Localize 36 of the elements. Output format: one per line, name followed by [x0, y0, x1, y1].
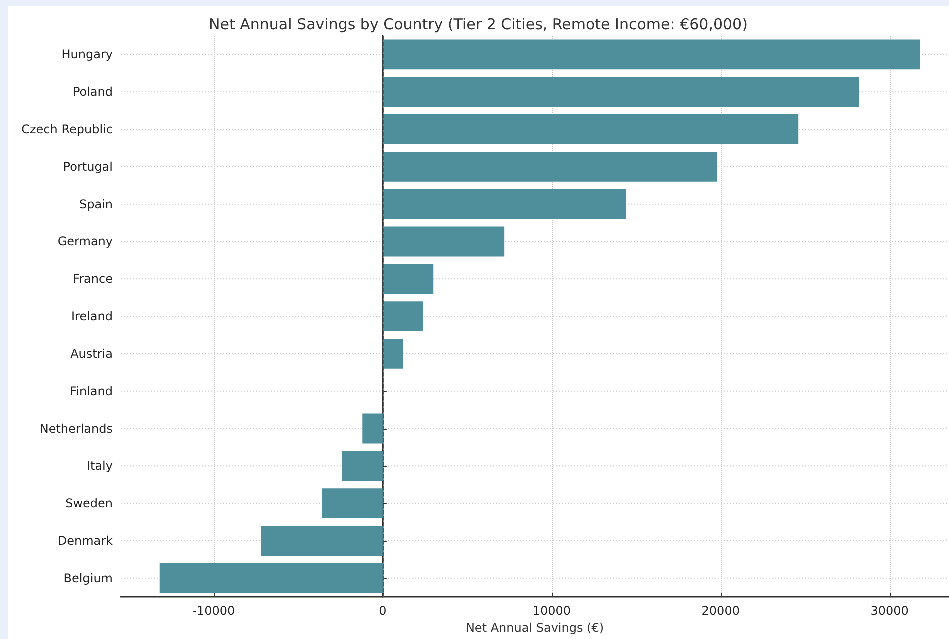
- y-tick-label: Austria: [70, 346, 113, 361]
- bar: [382, 226, 505, 257]
- bar: [382, 302, 424, 332]
- y-tick-label: Belgium: [64, 571, 113, 586]
- bar: [160, 563, 383, 594]
- x-tick-label: -10000: [192, 604, 236, 618]
- bar: [382, 40, 920, 70]
- x-tick-label: 30000: [870, 604, 909, 618]
- y-tick-label: Hungary: [62, 48, 113, 62]
- x-tick-label: 10000: [532, 604, 571, 618]
- y-tick-label: Germany: [58, 234, 113, 249]
- bar: [362, 414, 383, 444]
- bar: [322, 488, 383, 519]
- bar: [382, 152, 718, 182]
- y-tick-label: France: [73, 272, 113, 286]
- x-axis-title: Net Annual Savings (€): [466, 621, 604, 635]
- x-tick-label: 20000: [702, 604, 740, 618]
- y-tick-label: Czech Republic: [22, 122, 113, 137]
- y-tick-label: Finland: [70, 384, 113, 398]
- bar: [382, 189, 626, 220]
- bar: [382, 264, 434, 294]
- bar: [382, 114, 799, 144]
- y-tick-label: Italy: [86, 459, 113, 474]
- bar: [382, 338, 404, 369]
- y-tick-label: Poland: [72, 85, 113, 100]
- bar: [261, 526, 383, 556]
- y-tick-label: Sweden: [66, 496, 113, 511]
- bar: [342, 451, 383, 482]
- y-tick-label: Ireland: [71, 310, 113, 324]
- y-tick-label: Denmark: [58, 534, 114, 548]
- x-tick-label: 0: [379, 604, 387, 618]
- chart-title: Net Annual Savings by Country (Tier 2 Cities, Remote Income: €60,000): [209, 16, 748, 34]
- y-tick-label: Netherlands: [40, 422, 113, 436]
- y-tick-label: Portugal: [63, 160, 113, 174]
- bar: [382, 77, 860, 108]
- y-tick-label: Spain: [79, 197, 113, 212]
